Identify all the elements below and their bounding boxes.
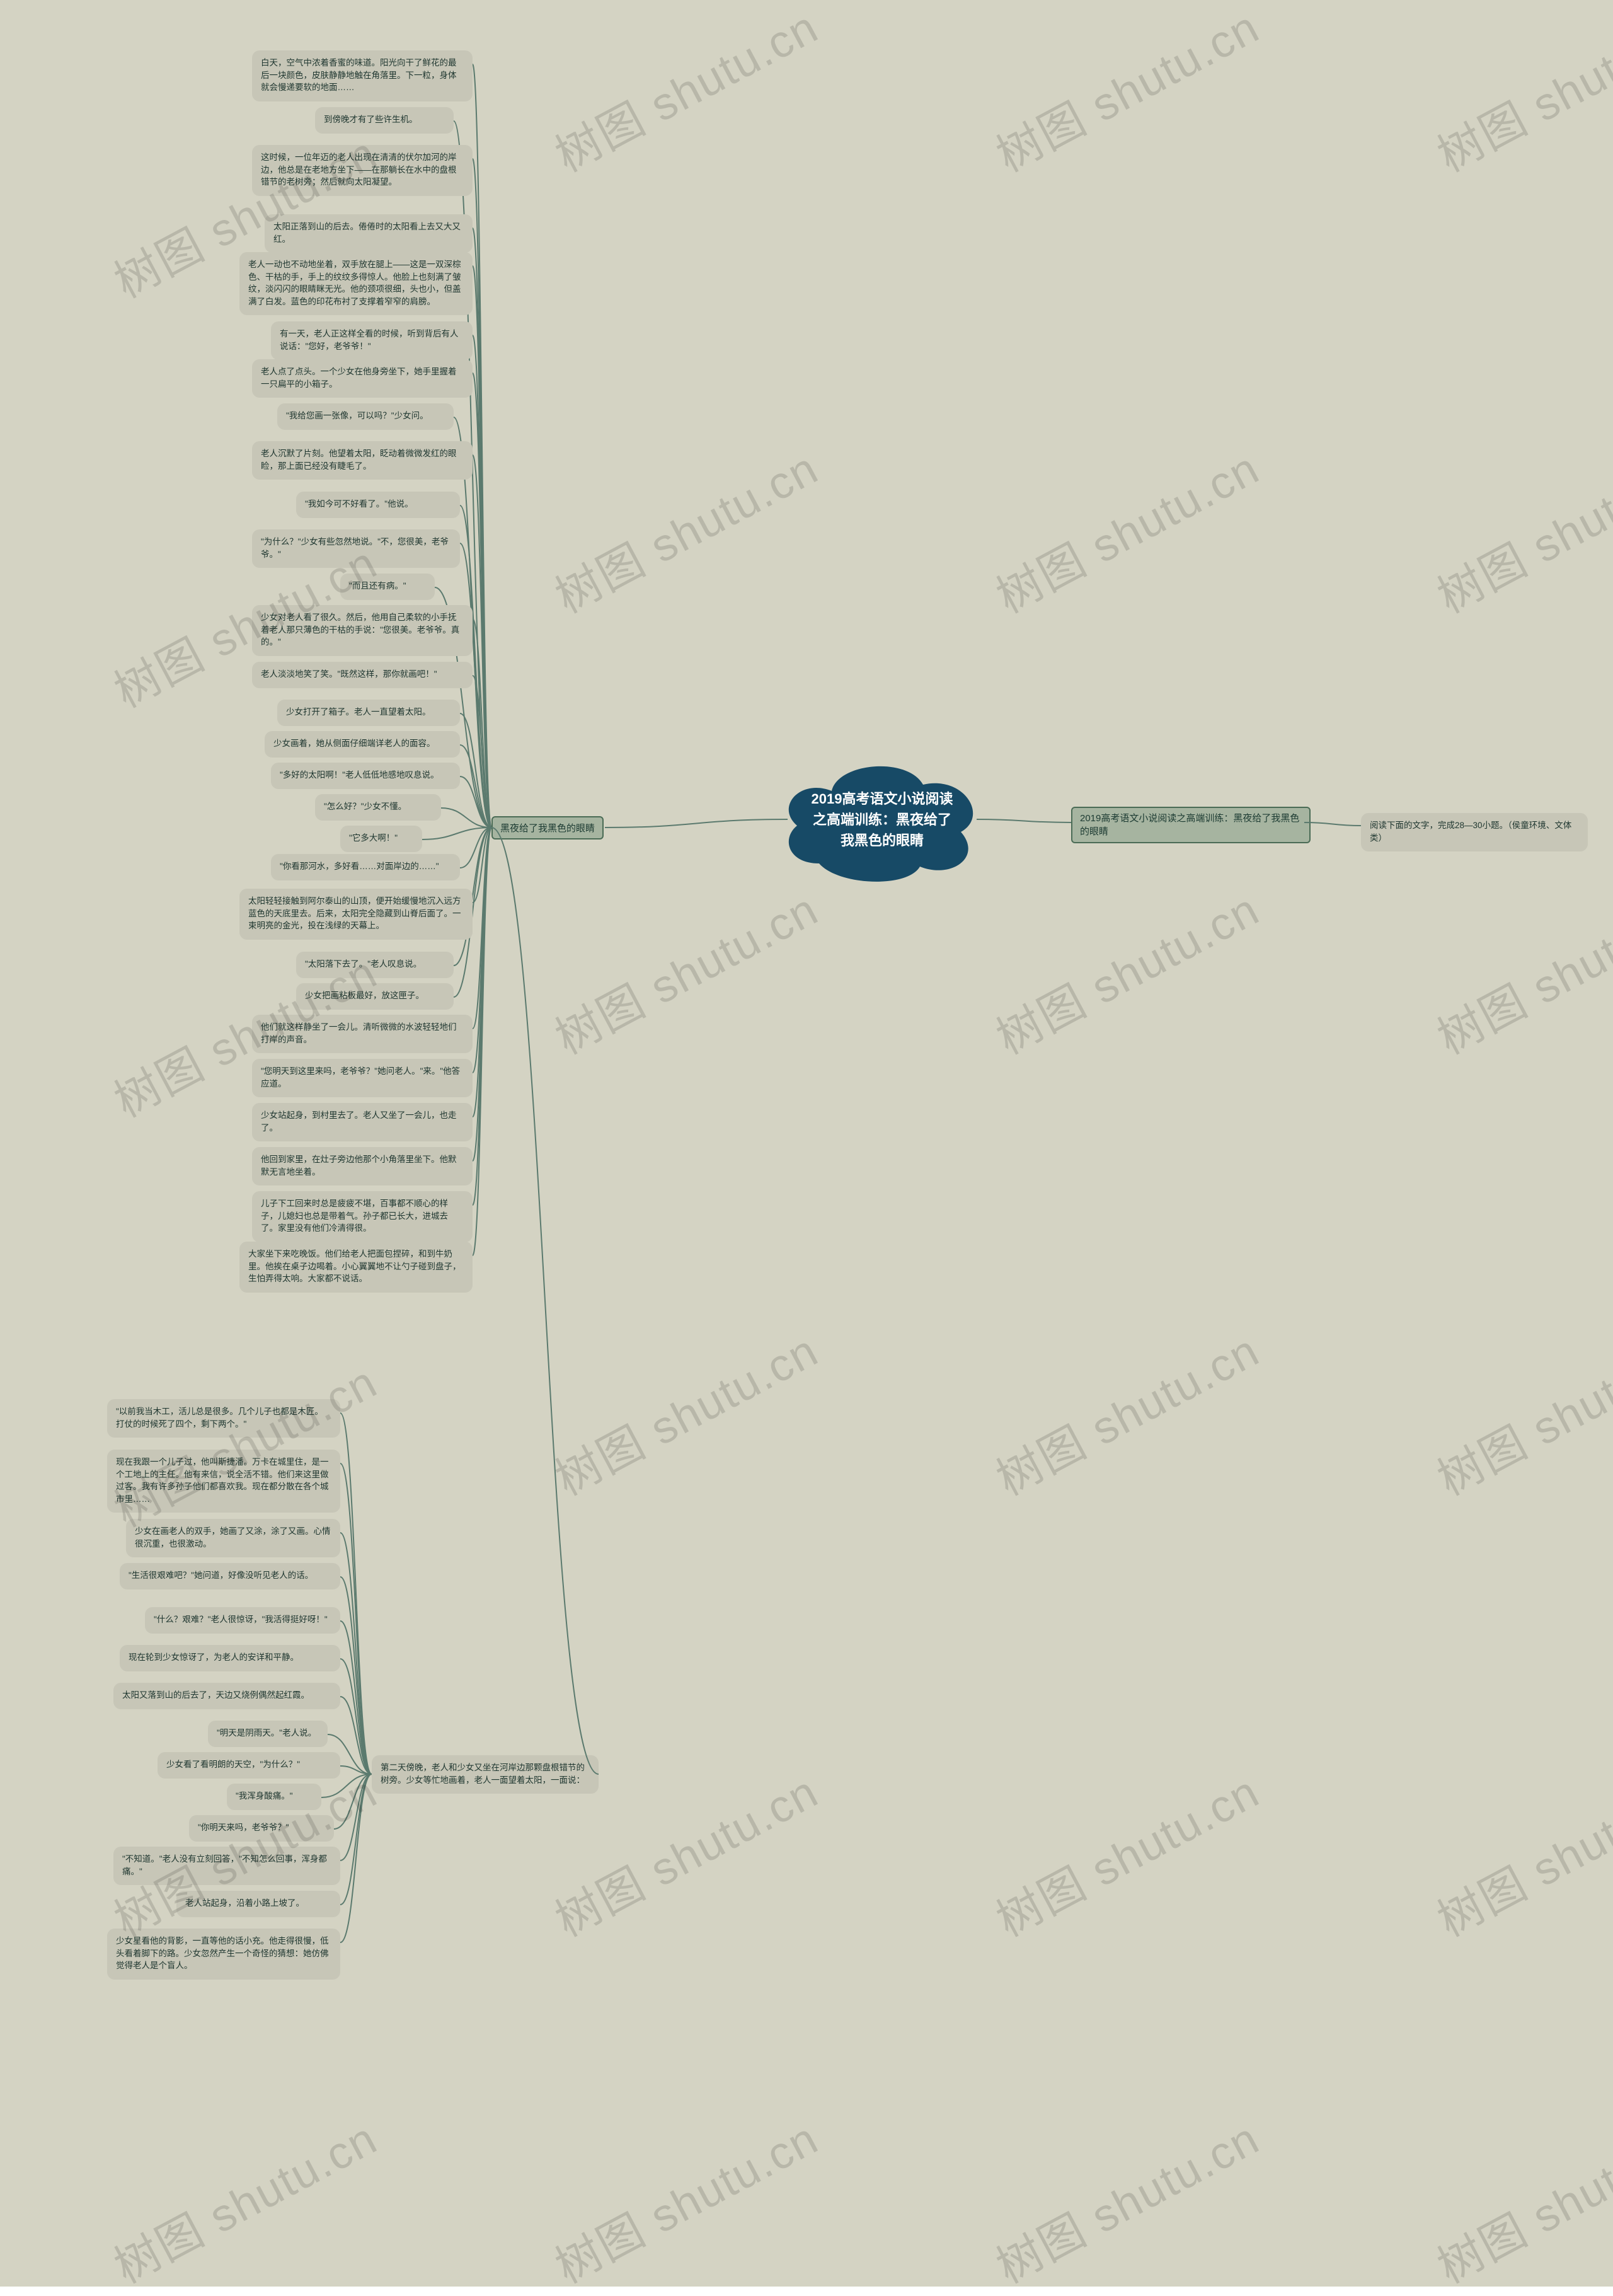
topic-a-label: 黑夜给了我黑色的眼睛	[500, 823, 595, 834]
topic-a-node: 黑夜给了我黑色的眼睛	[491, 816, 604, 839]
topic-b-node: 2019高考语文小说阅读之高端训练：黑夜给了我黑色的眼睛	[1071, 807, 1311, 843]
leaf-a-15: 少女画着，她从侧面仔细端详老人的面容。	[265, 731, 460, 758]
leaf-a-25: 少女站起身，到村里去了。老人又坐了一会儿，也走了。	[252, 1103, 473, 1141]
leaf-a-5: 有一天，老人正这样全看的时候，听到背后有人说话："您好，老爷爷！"	[271, 321, 473, 360]
leaf-a-0: 白天，空气中浓着香蜜的味道。阳光向干了鲜花的最后一块颜色，皮肤静静地触在角落里。…	[252, 50, 473, 101]
topic-b-child: 阅读下面的文字，完成28—30小题。（侯童环境、文体类）	[1361, 813, 1588, 851]
leaf-b-5: 现在轮到少女惊讶了，为老人的安详和平静。	[120, 1645, 340, 1671]
root-label: 2019高考语文小说阅读之高端训练：黑夜给了我黑色的眼睛	[806, 788, 958, 851]
leaf-a-4: 老人一动也不动地坐着，双手放在腿上——这是一双深棕色、干枯的手，手上的纹纹多得惊…	[239, 252, 473, 315]
leaf-a-24: "您明天到这里来吗，老爷爷？"她问老人。"来。"他答应道。	[252, 1059, 473, 1097]
leaf-a-13: 老人淡淡地笑了笑。"既然这样，那你就画吧！"	[252, 662, 473, 688]
topic-b-label: 2019高考语文小说阅读之高端训练：黑夜给了我黑色的眼睛	[1080, 813, 1299, 837]
leaf-b-6: 太阳又落到山的后去了，天边又烧例偶然起红霞。	[113, 1683, 340, 1709]
leaf-a-16: "多好的太阳啊！"老人低低地感地叹息说。	[271, 763, 460, 789]
section-b-parent-label: 第二天傍晚，老人和少女又坐在河岸边那颗盘根错节的树旁。少女等忙地画着，老人一面望…	[381, 1763, 585, 1785]
leaf-a-9: "我如今可不好看了。"他说。	[296, 492, 460, 518]
leaf-a-17: "怎么好？"少女不懂。	[315, 794, 441, 821]
leaf-b-3: "生活很艰难吧？"她问道，好像没听见老人的话。	[120, 1563, 340, 1589]
topic-b-child-label: 阅读下面的文字，完成28—30小题。（侯童环境、文体类）	[1370, 821, 1571, 843]
leaf-b-8: 少女看了看明朗的天空，"为什么？"	[158, 1752, 340, 1779]
leaf-a-7: "我给您画一张像，可以吗？"少女问。	[277, 403, 454, 430]
leaf-a-19: "你看那河水，多好看……对面岸边的……"	[271, 854, 460, 880]
root-node: 2019高考语文小说阅读之高端训练：黑夜给了我黑色的眼睛	[781, 756, 983, 882]
section-b-parent: 第二天傍晚，老人和少女又坐在河岸边那颗盘根错节的树旁。少女等忙地画着，老人一面望…	[372, 1755, 599, 1794]
leaf-a-26: 他回到家里，在灶子旁边他那个小角落里坐下。他默默无言地坐着。	[252, 1147, 473, 1185]
leaf-a-20: 太阳轻轻接触到阿尔泰山的山顶，便开始缓慢地沉入远方蓝色的天底里去。后来，太阳完全…	[239, 889, 473, 940]
leaf-a-27: 儿子下工回来时总是疲疲不堪，百事都不顺心的样子，儿媳妇也总是带着气。孙子都已长大…	[252, 1191, 473, 1242]
leaf-a-28: 大家坐下来吃晚饭。他们给老人把面包捏碎，和到牛奶里。他挨在桌子边喝着。小心翼翼地…	[239, 1242, 473, 1293]
leaf-a-14: 少女打开了箱子。老人一直望着太阳。	[277, 700, 460, 726]
leaf-b-4: "什么？艰难？"老人很惊讶，"我活得挺好呀！"	[145, 1607, 340, 1634]
leaf-a-8: 老人沉默了片刻。他望着太阳，眨动着微微发红的眼睑，那上面已经没有睫毛了。	[252, 441, 473, 480]
leaf-b-7: "明天是阴雨天。"老人说。	[208, 1721, 328, 1747]
leaf-a-6: 老人点了点头。一个少女在他身旁坐下，她手里握着一只扁平的小箱子。	[252, 359, 473, 398]
leaf-a-18: "它多大啊！"	[340, 826, 422, 852]
